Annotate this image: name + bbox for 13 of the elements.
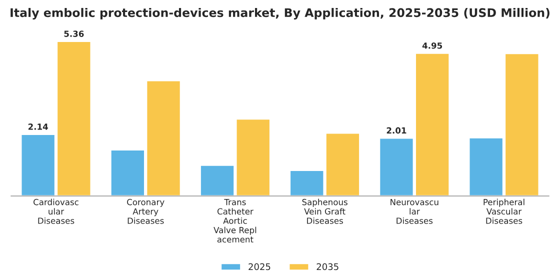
x-tick-label: Coronary Artery Diseases: [127, 198, 164, 224]
data-label: 4.95: [422, 42, 442, 49]
x-tick-label: Trans Catheter Aortic Valve Repl acement: [214, 199, 256, 243]
x-tick-label: Neurovascu lar Diseases: [390, 199, 438, 224]
chart-title: Italy embolic protection-devices market, By Application, 2025-2035 (USD Million): [10, 8, 550, 20]
data-label: 5.36: [64, 30, 84, 37]
x-tick-label: Peripheral Vascular Diseases: [484, 198, 524, 224]
x-tick-label: Cardiovasc ular Diseases: [34, 198, 78, 224]
x-tick-label: Saphenous Vein Graft Diseases: [302, 198, 348, 224]
data-label: 2.01: [386, 127, 406, 134]
legend-label: 2025: [248, 263, 270, 270]
legend-label: 2035: [316, 263, 338, 270]
data-label: 2.14: [28, 124, 48, 130]
